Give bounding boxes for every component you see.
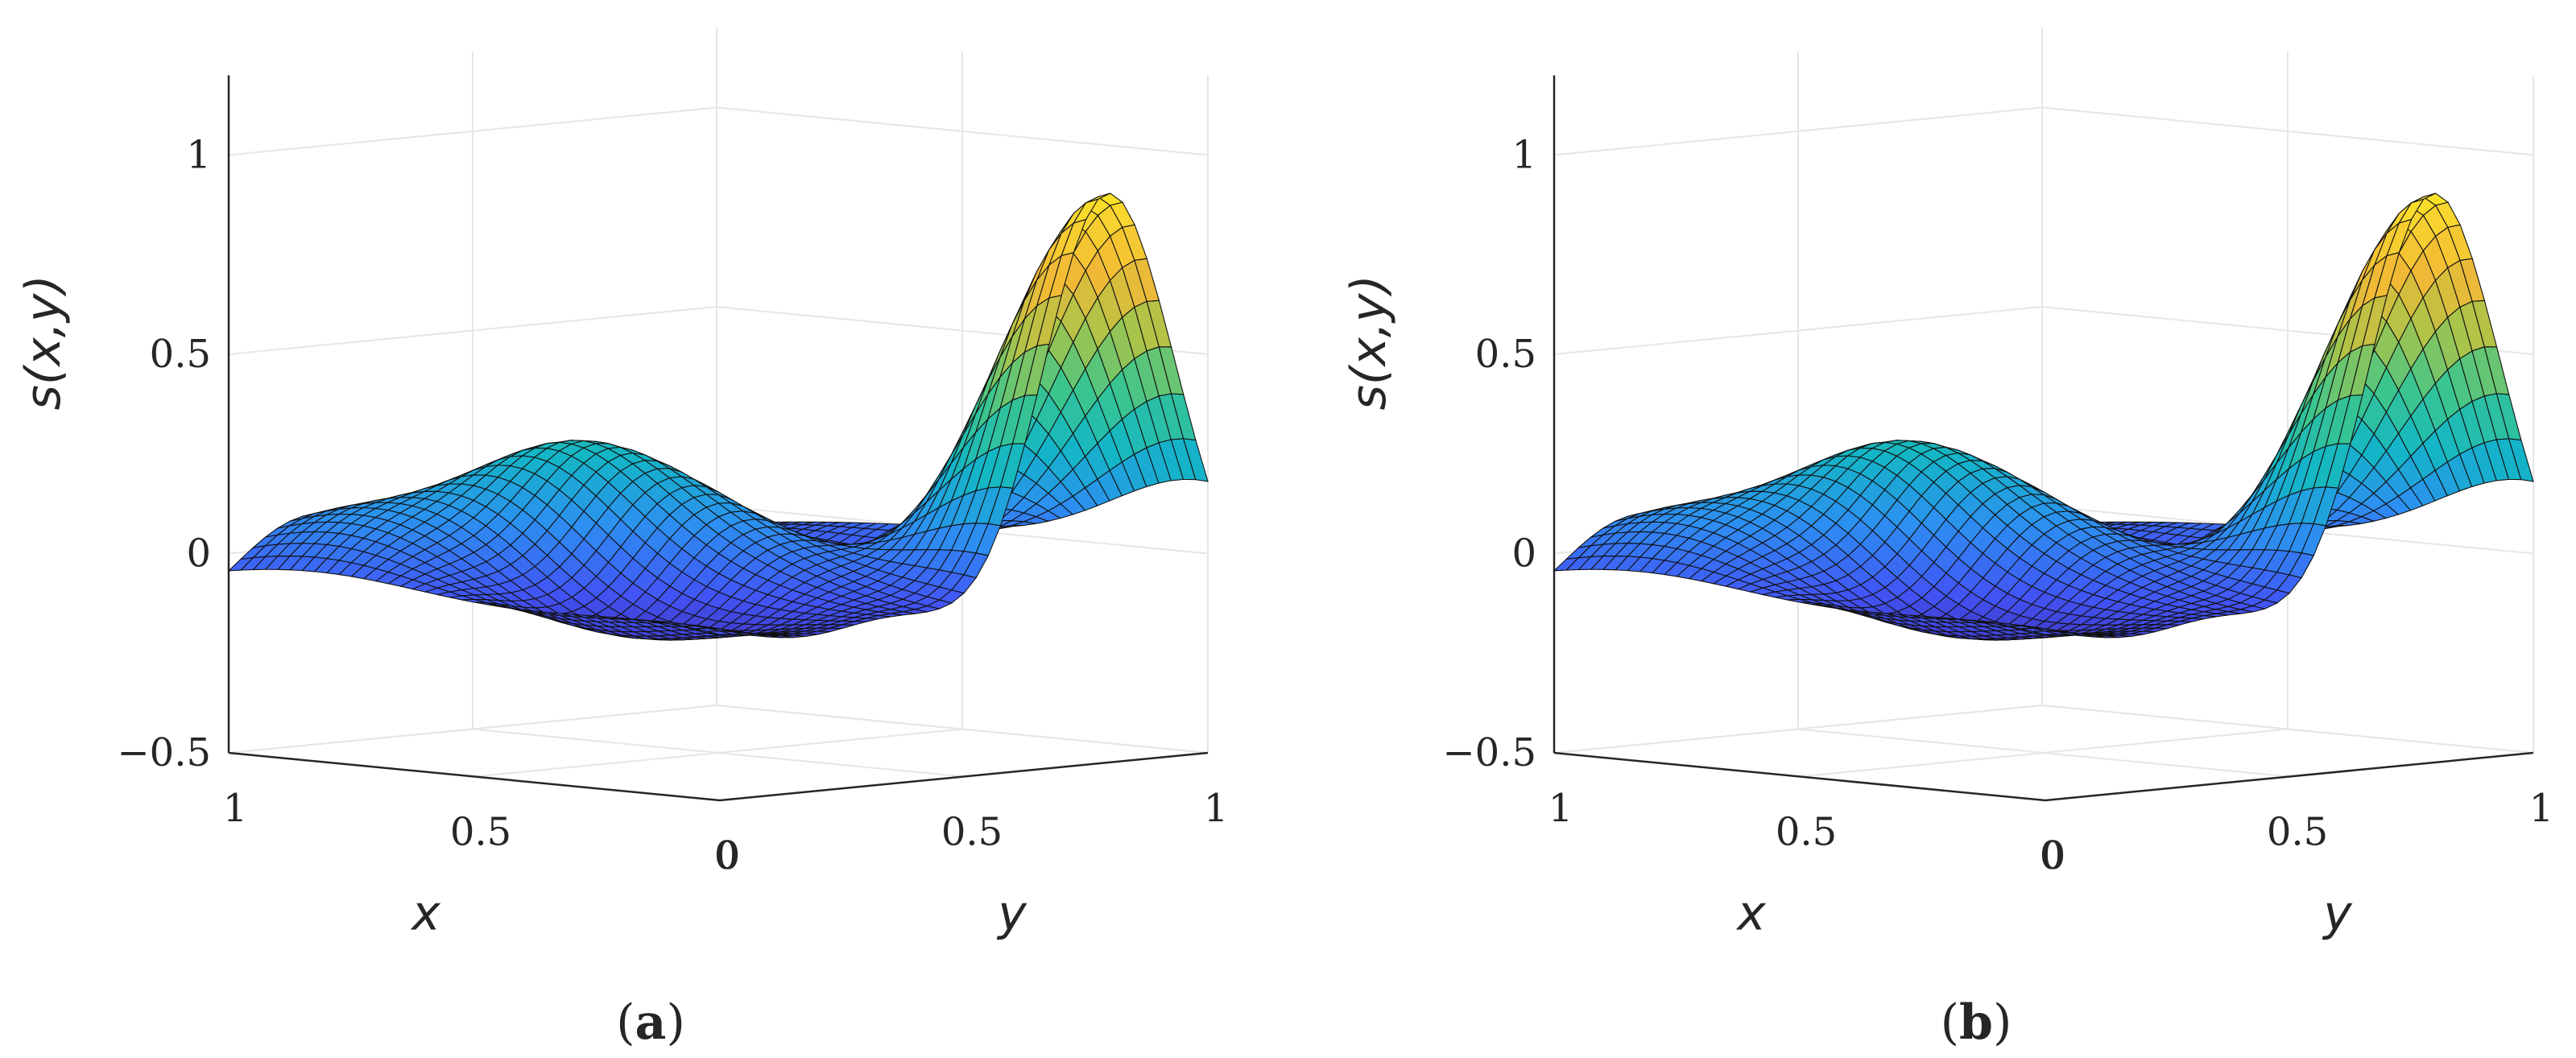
z-tick-label: 0 [1511, 531, 1536, 577]
x-tick-label: 1 [223, 786, 248, 831]
y-axis-label: y [2322, 886, 2353, 942]
panel-label: (b) [1941, 994, 2012, 1051]
x-tick-label: 0.5 [1776, 810, 1837, 855]
z-axis-label: s(x,y) [15, 275, 72, 410]
z-tick-label: 1 [1511, 133, 1536, 178]
surface-mesh [1553, 192, 2534, 641]
z-tick-label: 0.5 [150, 332, 211, 377]
axes [1553, 75, 2534, 802]
z-tick-label: 1 [186, 133, 211, 178]
y-axis-label: y [996, 886, 1028, 942]
x-axis-label: x [410, 886, 440, 942]
x-axis-line [1553, 751, 2046, 802]
x-axis-line [228, 751, 721, 802]
z-tick-label: −0.5 [117, 730, 211, 775]
y-tick-label: 1 [2529, 786, 2554, 831]
panel-label: (a) [616, 994, 685, 1051]
y-tick-label: 0.5 [941, 810, 1003, 855]
y-tick-label: 0.5 [2267, 810, 2328, 855]
x-axis-label: x [1735, 886, 1766, 942]
y-axis-line [2045, 751, 2534, 802]
z-tick-label: 0.5 [1475, 332, 1536, 377]
surface-mesh [227, 192, 1209, 641]
z-tick-label: −0.5 [1442, 730, 1536, 775]
y-tick-label: 1 [1204, 786, 1229, 831]
axes [227, 75, 1209, 802]
x-tick-label: 0.5 [450, 810, 511, 855]
y-tick-label: 0 [716, 833, 741, 878]
z-axis-label: s(x,y) [1341, 275, 1397, 410]
x-tick-label: 1 [1548, 786, 1573, 831]
y-axis-line [719, 751, 1209, 802]
x-tick-label: 0 [714, 833, 739, 878]
z-tick-label: 0 [186, 531, 211, 577]
surface-cell [707, 630, 733, 635]
y-tick-label: 0 [2041, 833, 2066, 878]
